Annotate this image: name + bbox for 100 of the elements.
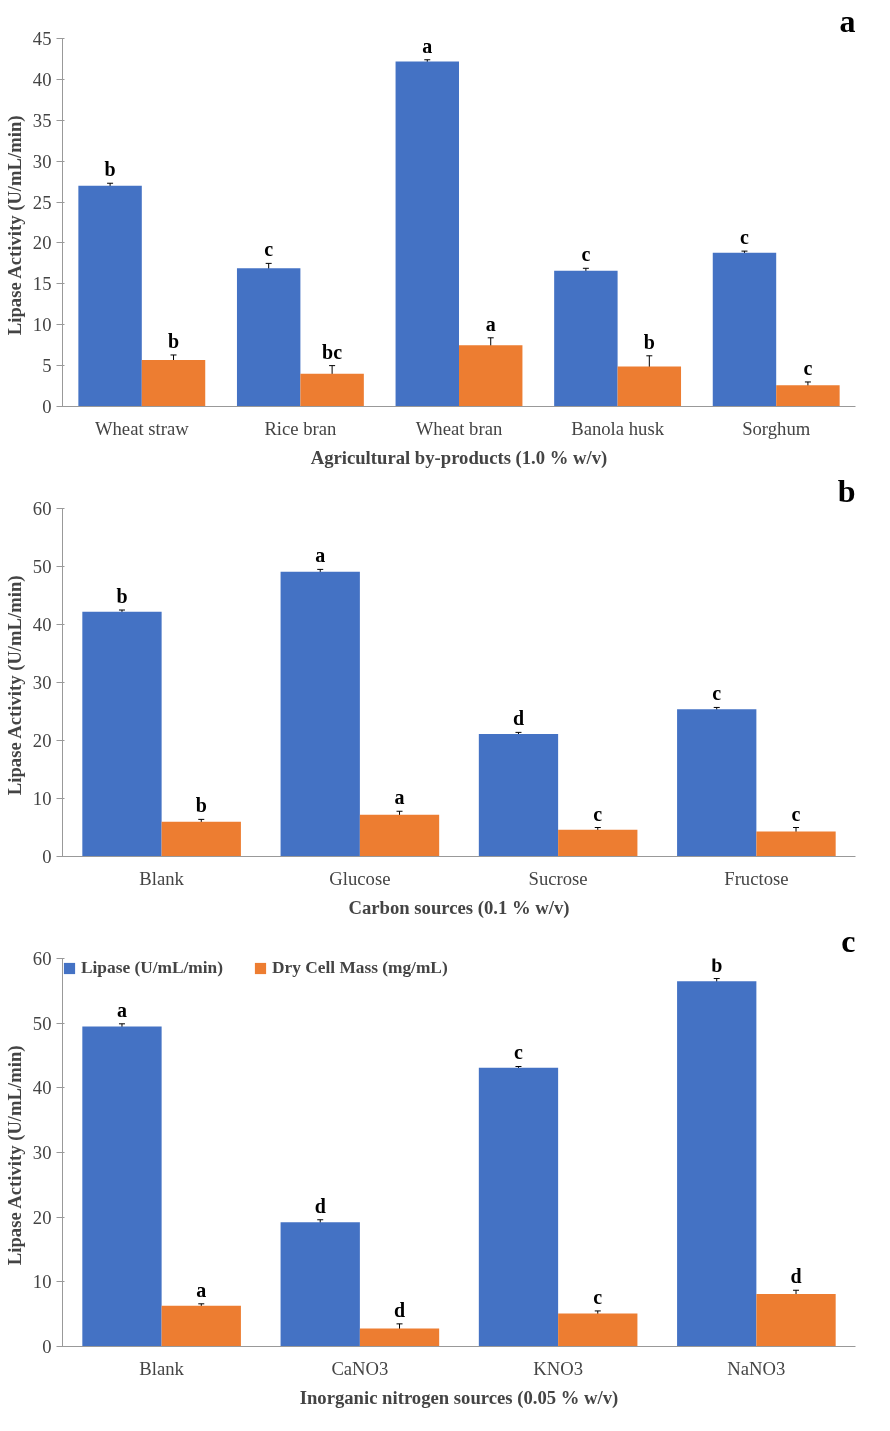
data-label: c bbox=[514, 1041, 524, 1064]
bar bbox=[558, 1313, 638, 1347]
data-label: d bbox=[314, 1194, 326, 1217]
bar bbox=[161, 821, 241, 857]
x-tick-label: KNO3 bbox=[533, 1357, 583, 1379]
bar bbox=[141, 359, 206, 407]
bar bbox=[712, 252, 777, 407]
y-tick-label: 10 bbox=[32, 1271, 52, 1293]
data-label: c bbox=[581, 243, 591, 266]
data-label: c bbox=[791, 802, 801, 825]
data-label: b bbox=[167, 329, 180, 352]
bar bbox=[558, 829, 638, 857]
x-axis-title: Agricultural by-products (1.0 % w/v) bbox=[310, 446, 608, 469]
data-label: c bbox=[264, 238, 274, 261]
bar bbox=[395, 61, 459, 407]
legend-label: Lipase (U/mL/min) bbox=[81, 958, 224, 978]
bar bbox=[617, 366, 682, 407]
data-label: a bbox=[422, 34, 433, 57]
bar bbox=[280, 1222, 360, 1347]
x-tick-label: Blank bbox=[139, 1357, 185, 1379]
data-label: d bbox=[512, 707, 525, 730]
bar bbox=[78, 185, 142, 407]
data-label: c bbox=[740, 226, 750, 249]
y-tick-label: 50 bbox=[32, 556, 52, 577]
y-tick-label: 40 bbox=[32, 68, 52, 90]
bar bbox=[756, 1294, 836, 1347]
y-tick-label: 20 bbox=[32, 1206, 52, 1228]
y-tick-label: 50 bbox=[32, 1012, 52, 1034]
bar bbox=[82, 1026, 162, 1347]
bar bbox=[280, 571, 360, 857]
bar bbox=[554, 270, 618, 407]
bar bbox=[677, 981, 757, 1347]
y-tick-label: 45 bbox=[32, 28, 52, 49]
x-axis-title: Carbon sources (0.1 % w/v) bbox=[348, 896, 570, 919]
bar bbox=[236, 268, 301, 407]
bar bbox=[677, 709, 757, 857]
data-label: a bbox=[116, 998, 127, 1021]
x-tick-label: Sorghum bbox=[742, 417, 811, 439]
bar bbox=[359, 1328, 440, 1347]
data-label: b bbox=[643, 330, 655, 353]
chart-title: c bbox=[841, 922, 856, 959]
data-label: bc bbox=[322, 340, 343, 363]
data-label: c bbox=[712, 682, 722, 705]
bar bbox=[300, 373, 364, 407]
data-label: a bbox=[394, 786, 405, 809]
data-label: c bbox=[593, 1285, 603, 1308]
bar bbox=[161, 1305, 241, 1347]
bar bbox=[776, 385, 840, 407]
y-tick-label: 30 bbox=[32, 150, 52, 172]
y-axis-title: Lipase Activity (U/mL/min) bbox=[3, 1045, 26, 1266]
x-tick-label: Banola husk bbox=[571, 417, 665, 439]
data-label: a bbox=[485, 312, 496, 335]
bar bbox=[478, 1067, 559, 1347]
x-axis-title: Inorganic nitrogen sources (0.05 % w/v) bbox=[299, 1386, 619, 1409]
y-tick-label: 5 bbox=[42, 355, 52, 377]
y-tick-label: 0 bbox=[42, 846, 52, 867]
y-tick-label: 10 bbox=[32, 314, 52, 336]
data-label: a bbox=[196, 1278, 207, 1301]
x-tick-label: Wheat bran bbox=[415, 417, 503, 439]
x-tick-label: Glucose bbox=[329, 867, 391, 889]
bar bbox=[359, 814, 440, 857]
y-tick-label: 30 bbox=[32, 672, 52, 693]
legend-label: Dry Cell Mass (mg/mL) bbox=[272, 958, 448, 978]
y-tick-label: 60 bbox=[32, 498, 52, 519]
chart-title: b bbox=[837, 472, 856, 509]
data-label: b bbox=[711, 953, 723, 976]
y-tick-label: 20 bbox=[32, 730, 52, 751]
x-tick-label: Rice bran bbox=[264, 417, 338, 439]
bar bbox=[82, 611, 162, 857]
y-tick-label: 40 bbox=[32, 614, 52, 635]
x-tick-label: CaNO3 bbox=[331, 1357, 389, 1379]
data-label: d bbox=[790, 1265, 802, 1288]
data-label: a bbox=[315, 544, 326, 567]
y-tick-label: 10 bbox=[32, 788, 52, 809]
x-tick-label: NaNO3 bbox=[727, 1357, 786, 1379]
x-tick-label: Wheat straw bbox=[94, 417, 190, 439]
bar bbox=[478, 734, 559, 857]
y-axis-title: Lipase Activity (U/mL/min) bbox=[3, 575, 26, 796]
y-tick-label: 20 bbox=[32, 232, 52, 254]
y-tick-label: 0 bbox=[42, 396, 52, 417]
y-axis-title: Lipase Activity (U/mL/min) bbox=[3, 115, 26, 336]
bar bbox=[459, 345, 523, 407]
data-label: b bbox=[116, 585, 128, 607]
y-tick-label: 0 bbox=[42, 1336, 52, 1357]
x-tick-label: Sucrose bbox=[528, 867, 588, 889]
bar bbox=[756, 831, 836, 857]
x-tick-label: Blank bbox=[139, 867, 185, 889]
y-tick-label: 60 bbox=[32, 948, 52, 969]
data-label: b bbox=[195, 794, 207, 817]
y-tick-label: 30 bbox=[32, 1142, 52, 1163]
data-label: c bbox=[593, 802, 603, 825]
y-tick-label: 40 bbox=[32, 1077, 52, 1099]
y-tick-label: 25 bbox=[32, 191, 52, 213]
x-tick-label: Fructose bbox=[724, 867, 789, 889]
data-label: d bbox=[393, 1298, 406, 1321]
chart-title: a bbox=[839, 2, 856, 39]
data-label: c bbox=[803, 356, 813, 379]
y-tick-label: 35 bbox=[32, 109, 52, 131]
data-label: b bbox=[104, 158, 116, 181]
y-tick-label: 15 bbox=[32, 273, 52, 295]
